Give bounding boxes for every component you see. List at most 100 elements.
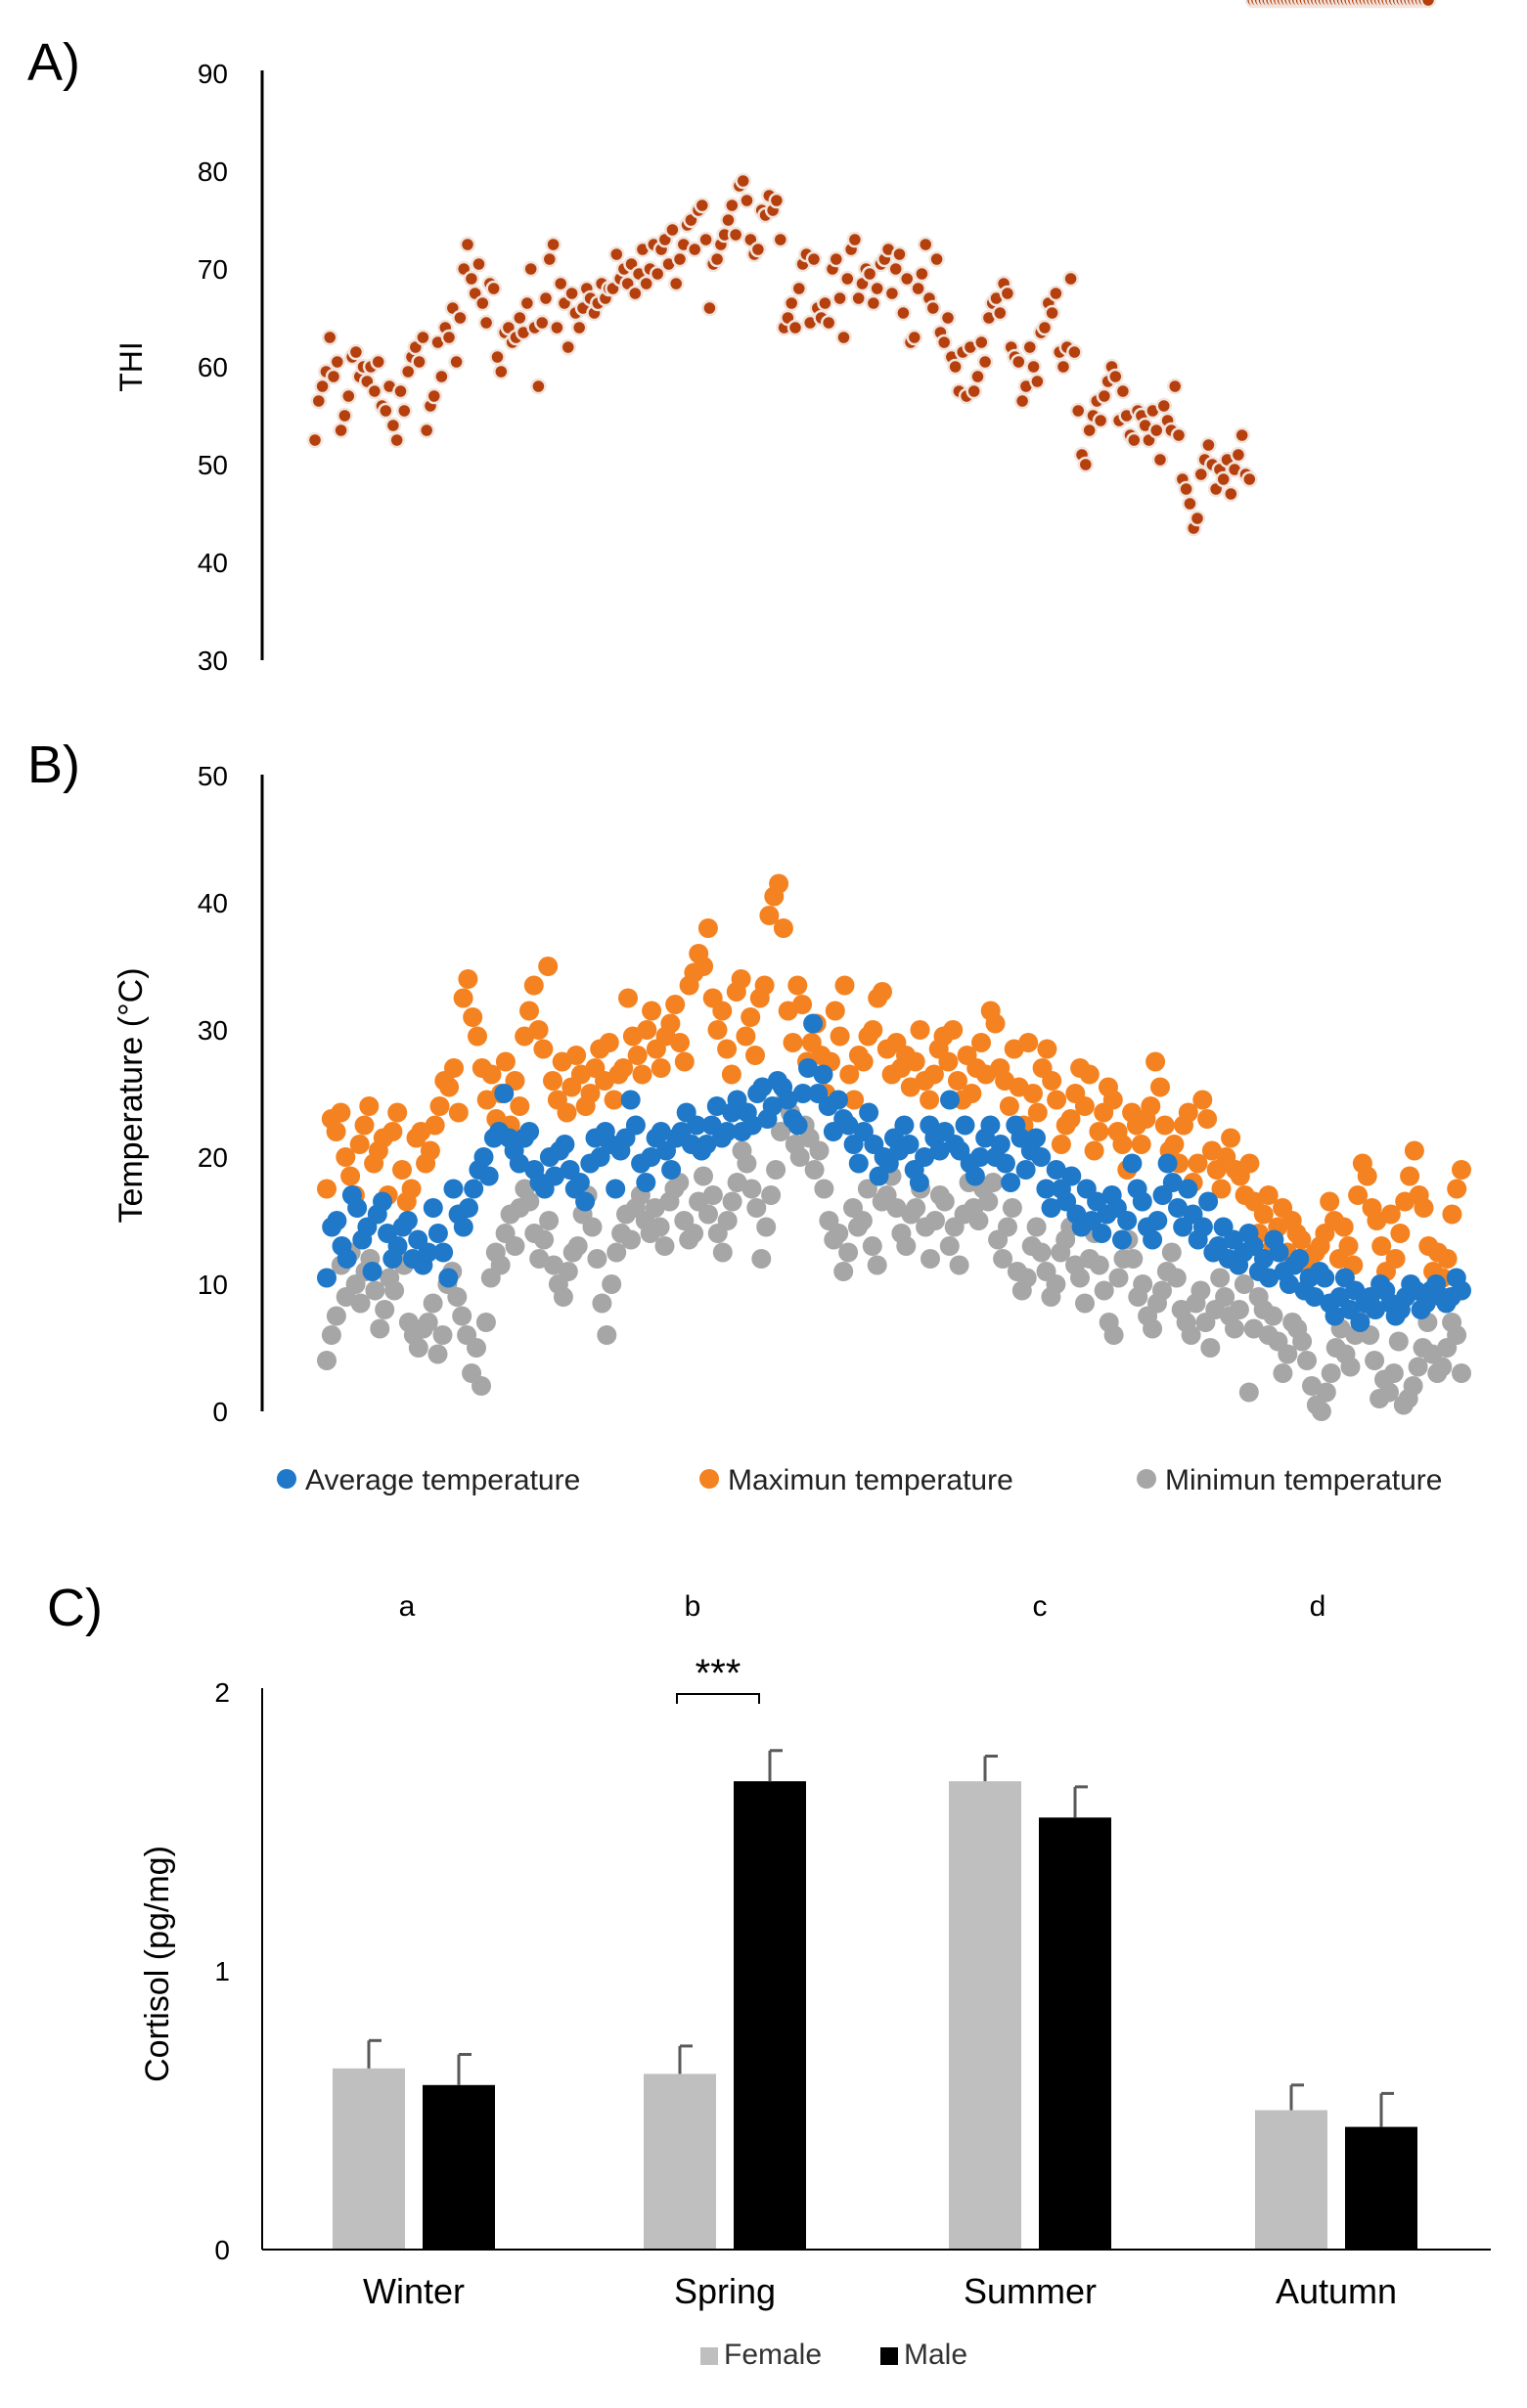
- min-temp-point: [1311, 1402, 1331, 1421]
- thi-point: [477, 314, 495, 332]
- average-temp-point: [494, 1084, 515, 1103]
- min-temp-point: [1243, 1318, 1264, 1339]
- max-temp-point: [627, 1046, 648, 1065]
- thi-point: [1182, 495, 1198, 513]
- min-temp-point: [712, 1242, 733, 1263]
- average-temp-point: [519, 1122, 540, 1141]
- thi-point: [906, 329, 923, 346]
- significance-label: ***: [696, 1652, 741, 1695]
- panel-c-x-labels: Winter Spring Summer Autumn: [363, 2271, 1397, 2311]
- thi-point: [895, 304, 912, 322]
- max-temp-point: [830, 1026, 850, 1047]
- max-temp-point: [354, 1115, 375, 1136]
- min-temp-point: [384, 1280, 405, 1301]
- max-temp-point: [651, 1058, 671, 1078]
- max-temp-point: [429, 1096, 450, 1116]
- average-temp-point: [899, 1135, 920, 1154]
- thi-point: [325, 368, 342, 385]
- min-temp-point: [1365, 1351, 1385, 1370]
- max-temp-point: [873, 982, 892, 1002]
- thi-point: [846, 231, 864, 248]
- min-temp-point: [1297, 1351, 1317, 1370]
- min-temp-point: [490, 1255, 511, 1275]
- min-temp-point: [597, 1325, 617, 1345]
- max-temp-point: [943, 1020, 964, 1040]
- max-temp-point: [754, 975, 775, 996]
- panel-c-label: C): [47, 1579, 103, 1637]
- min-temp-point: [939, 1236, 960, 1256]
- min-temp-point: [1225, 1318, 1244, 1339]
- thi-point: [608, 245, 625, 263]
- thi-point: [817, 294, 833, 312]
- panel-b-points: [317, 873, 1471, 1421]
- thi-point: [928, 250, 945, 268]
- thi-point: [459, 236, 476, 253]
- thi-point: [384, 417, 402, 434]
- average-temp-point: [427, 1224, 448, 1243]
- average-temp-point: [1198, 1191, 1219, 1212]
- bar-male-autumn: [1345, 2126, 1417, 2250]
- min-temp-point: [602, 1274, 622, 1294]
- min-temp-point: [737, 1153, 757, 1174]
- thi-point: [471, 255, 487, 273]
- max-temp-point: [1047, 1090, 1067, 1110]
- average-temp-point: [575, 1191, 596, 1212]
- average-temp-point: [1162, 1173, 1183, 1192]
- max-temp-point: [1060, 1109, 1081, 1129]
- bar-female-autumn: [1255, 2110, 1327, 2250]
- thi-point: [1036, 319, 1054, 336]
- thi-point: [1025, 358, 1042, 376]
- min-temp-point: [1432, 1357, 1453, 1377]
- max-temp-point: [962, 1084, 982, 1103]
- thi-point: [783, 294, 800, 312]
- average-temp-point: [717, 1122, 738, 1141]
- min-temp-point: [519, 1191, 540, 1212]
- max-temp-point: [463, 1007, 483, 1027]
- thi-point: [337, 407, 353, 424]
- thi-point: [549, 319, 565, 336]
- thi-point: [828, 250, 845, 268]
- legend-label-female: Female: [724, 2339, 822, 2371]
- average-temp-point: [929, 1140, 950, 1161]
- average-temp-point: [1157, 1153, 1178, 1174]
- panel-a: A) 30 40 50 60 70 80 90 THI: [27, 0, 1437, 676]
- min-temp-point: [1108, 1268, 1129, 1288]
- legend-swatch-male: [880, 2347, 898, 2365]
- thi-point: [533, 314, 551, 332]
- min-temp-point: [472, 1376, 491, 1396]
- average-temp-point: [706, 1096, 727, 1116]
- thi-point: [512, 309, 528, 327]
- max-temp-point: [618, 988, 638, 1008]
- max-temp-point: [359, 1096, 380, 1116]
- thi-point: [790, 280, 808, 297]
- min-temp-point: [1070, 1268, 1090, 1288]
- min-temp-point: [949, 1255, 969, 1275]
- max-temp-point: [1192, 1090, 1213, 1110]
- average-temp-point: [373, 1191, 392, 1212]
- thi-point: [463, 270, 480, 288]
- max-temp-point: [387, 1102, 408, 1123]
- min-temp-point: [1103, 1325, 1124, 1345]
- min-temp-point: [771, 1122, 790, 1141]
- min-temp-point: [1234, 1274, 1254, 1294]
- average-temp-point: [1315, 1268, 1335, 1288]
- min-temp-point: [694, 1166, 713, 1186]
- min-temp-point: [375, 1300, 395, 1319]
- max-temp-point: [317, 1179, 337, 1199]
- thi-point: [530, 378, 547, 395]
- thi-point: [724, 197, 741, 214]
- max-temp-point: [495, 1051, 516, 1072]
- thi-point: [839, 270, 856, 288]
- max-temp-point: [538, 957, 559, 976]
- average-temp-point: [636, 1173, 656, 1192]
- thi-point: [939, 309, 957, 327]
- average-temp-point: [742, 1115, 762, 1136]
- min-temp-point: [1408, 1357, 1428, 1377]
- panel-a-y-tick-label: 70: [198, 254, 228, 285]
- max-temp-point: [905, 1051, 925, 1072]
- min-temp-point: [317, 1351, 337, 1370]
- max-temp-point: [420, 1140, 440, 1161]
- min-temp-point: [534, 1229, 555, 1250]
- average-temp-point: [509, 1153, 529, 1174]
- min-temp-point: [857, 1179, 877, 1199]
